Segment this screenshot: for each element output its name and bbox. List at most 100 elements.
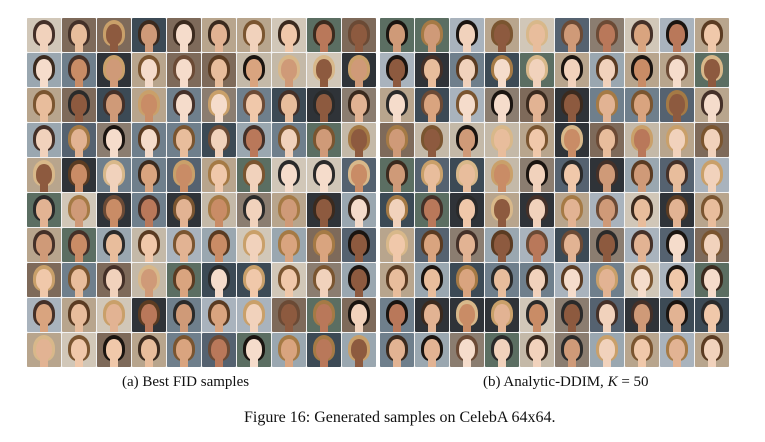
face-sample-thumbnail <box>625 88 659 122</box>
face-sample-thumbnail <box>202 88 236 122</box>
face-sample-thumbnail <box>695 158 729 192</box>
face-sample-thumbnail <box>97 88 131 122</box>
face-sample-thumbnail <box>132 228 166 262</box>
face-sample-thumbnail <box>62 193 96 227</box>
face-sample-thumbnail <box>307 88 341 122</box>
sample-grid-best-fid <box>27 18 376 367</box>
face-sample-thumbnail <box>415 333 449 367</box>
face-sample-thumbnail <box>27 18 61 52</box>
face-sample-thumbnail <box>237 53 271 87</box>
face-sample-thumbnail <box>272 158 306 192</box>
face-sample-thumbnail <box>520 298 554 332</box>
face-sample-thumbnail <box>625 263 659 297</box>
face-sample-thumbnail <box>415 193 449 227</box>
face-sample-thumbnail <box>97 158 131 192</box>
face-sample-thumbnail <box>272 88 306 122</box>
face-sample-thumbnail <box>167 228 201 262</box>
face-sample-thumbnail <box>555 333 589 367</box>
face-sample-thumbnail <box>132 158 166 192</box>
face-sample-thumbnail <box>555 228 589 262</box>
face-sample-thumbnail <box>202 228 236 262</box>
face-sample-thumbnail <box>237 123 271 157</box>
caption-b-variable: K <box>607 374 618 390</box>
face-sample-thumbnail <box>625 18 659 52</box>
face-sample-thumbnail <box>485 333 519 367</box>
face-sample-thumbnail <box>27 123 61 157</box>
face-sample-thumbnail <box>342 193 376 227</box>
face-sample-thumbnail <box>380 193 414 227</box>
face-sample-thumbnail <box>695 193 729 227</box>
subfigure-caption-b: (b) Analytic-DDIM, K = 50 <box>483 374 649 391</box>
face-sample-thumbnail <box>555 123 589 157</box>
face-sample-thumbnail <box>202 263 236 297</box>
face-sample-thumbnail <box>660 158 694 192</box>
face-sample-thumbnail <box>237 263 271 297</box>
face-sample-thumbnail <box>62 53 96 87</box>
face-sample-thumbnail <box>660 298 694 332</box>
face-sample-thumbnail <box>307 333 341 367</box>
face-sample-thumbnail <box>485 228 519 262</box>
face-sample-thumbnail <box>485 88 519 122</box>
face-sample-thumbnail <box>272 263 306 297</box>
face-sample-thumbnail <box>590 88 624 122</box>
face-sample-thumbnail <box>625 53 659 87</box>
face-sample-thumbnail <box>272 193 306 227</box>
caption-b-suffix: = 50 <box>617 374 649 390</box>
face-sample-thumbnail <box>202 123 236 157</box>
face-sample-thumbnail <box>555 263 589 297</box>
face-sample-thumbnail <box>415 123 449 157</box>
figure-caption: Figure 16: Generated samples on CelebA 6… <box>244 409 556 426</box>
face-sample-thumbnail <box>342 53 376 87</box>
face-sample-thumbnail <box>62 228 96 262</box>
face-sample-thumbnail <box>590 193 624 227</box>
face-sample-thumbnail <box>202 53 236 87</box>
face-sample-thumbnail <box>97 18 131 52</box>
face-sample-thumbnail <box>520 158 554 192</box>
face-sample-thumbnail <box>520 18 554 52</box>
face-sample-thumbnail <box>167 193 201 227</box>
caption-b-prefix: (b) Analytic-DDIM, <box>483 374 608 390</box>
face-sample-thumbnail <box>380 158 414 192</box>
face-sample-thumbnail <box>450 228 484 262</box>
face-sample-thumbnail <box>237 18 271 52</box>
face-sample-thumbnail <box>237 333 271 367</box>
face-sample-thumbnail <box>625 193 659 227</box>
face-sample-thumbnail <box>272 298 306 332</box>
face-sample-thumbnail <box>485 158 519 192</box>
face-sample-thumbnail <box>660 263 694 297</box>
face-sample-thumbnail <box>132 123 166 157</box>
face-sample-thumbnail <box>450 123 484 157</box>
face-sample-thumbnail <box>132 333 166 367</box>
face-sample-thumbnail <box>167 88 201 122</box>
face-sample-thumbnail <box>450 298 484 332</box>
face-sample-thumbnail <box>342 123 376 157</box>
face-sample-thumbnail <box>695 298 729 332</box>
face-sample-thumbnail <box>202 333 236 367</box>
face-sample-thumbnail <box>415 18 449 52</box>
face-sample-thumbnail <box>590 228 624 262</box>
face-sample-thumbnail <box>27 333 61 367</box>
face-sample-thumbnail <box>342 263 376 297</box>
face-sample-thumbnail <box>625 123 659 157</box>
face-sample-thumbnail <box>237 88 271 122</box>
face-sample-thumbnail <box>555 18 589 52</box>
face-sample-thumbnail <box>485 18 519 52</box>
face-sample-thumbnail <box>167 333 201 367</box>
face-sample-thumbnail <box>97 123 131 157</box>
face-sample-thumbnail <box>62 158 96 192</box>
face-sample-thumbnail <box>415 228 449 262</box>
face-sample-thumbnail <box>625 158 659 192</box>
face-sample-thumbnail <box>272 53 306 87</box>
face-sample-thumbnail <box>342 333 376 367</box>
face-sample-thumbnail <box>27 263 61 297</box>
face-sample-thumbnail <box>132 193 166 227</box>
face-sample-thumbnail <box>590 18 624 52</box>
face-sample-thumbnail <box>27 88 61 122</box>
face-sample-thumbnail <box>415 263 449 297</box>
face-sample-thumbnail <box>380 53 414 87</box>
face-sample-thumbnail <box>167 298 201 332</box>
face-sample-thumbnail <box>695 228 729 262</box>
face-sample-thumbnail <box>307 228 341 262</box>
face-sample-thumbnail <box>555 88 589 122</box>
face-sample-thumbnail <box>485 298 519 332</box>
